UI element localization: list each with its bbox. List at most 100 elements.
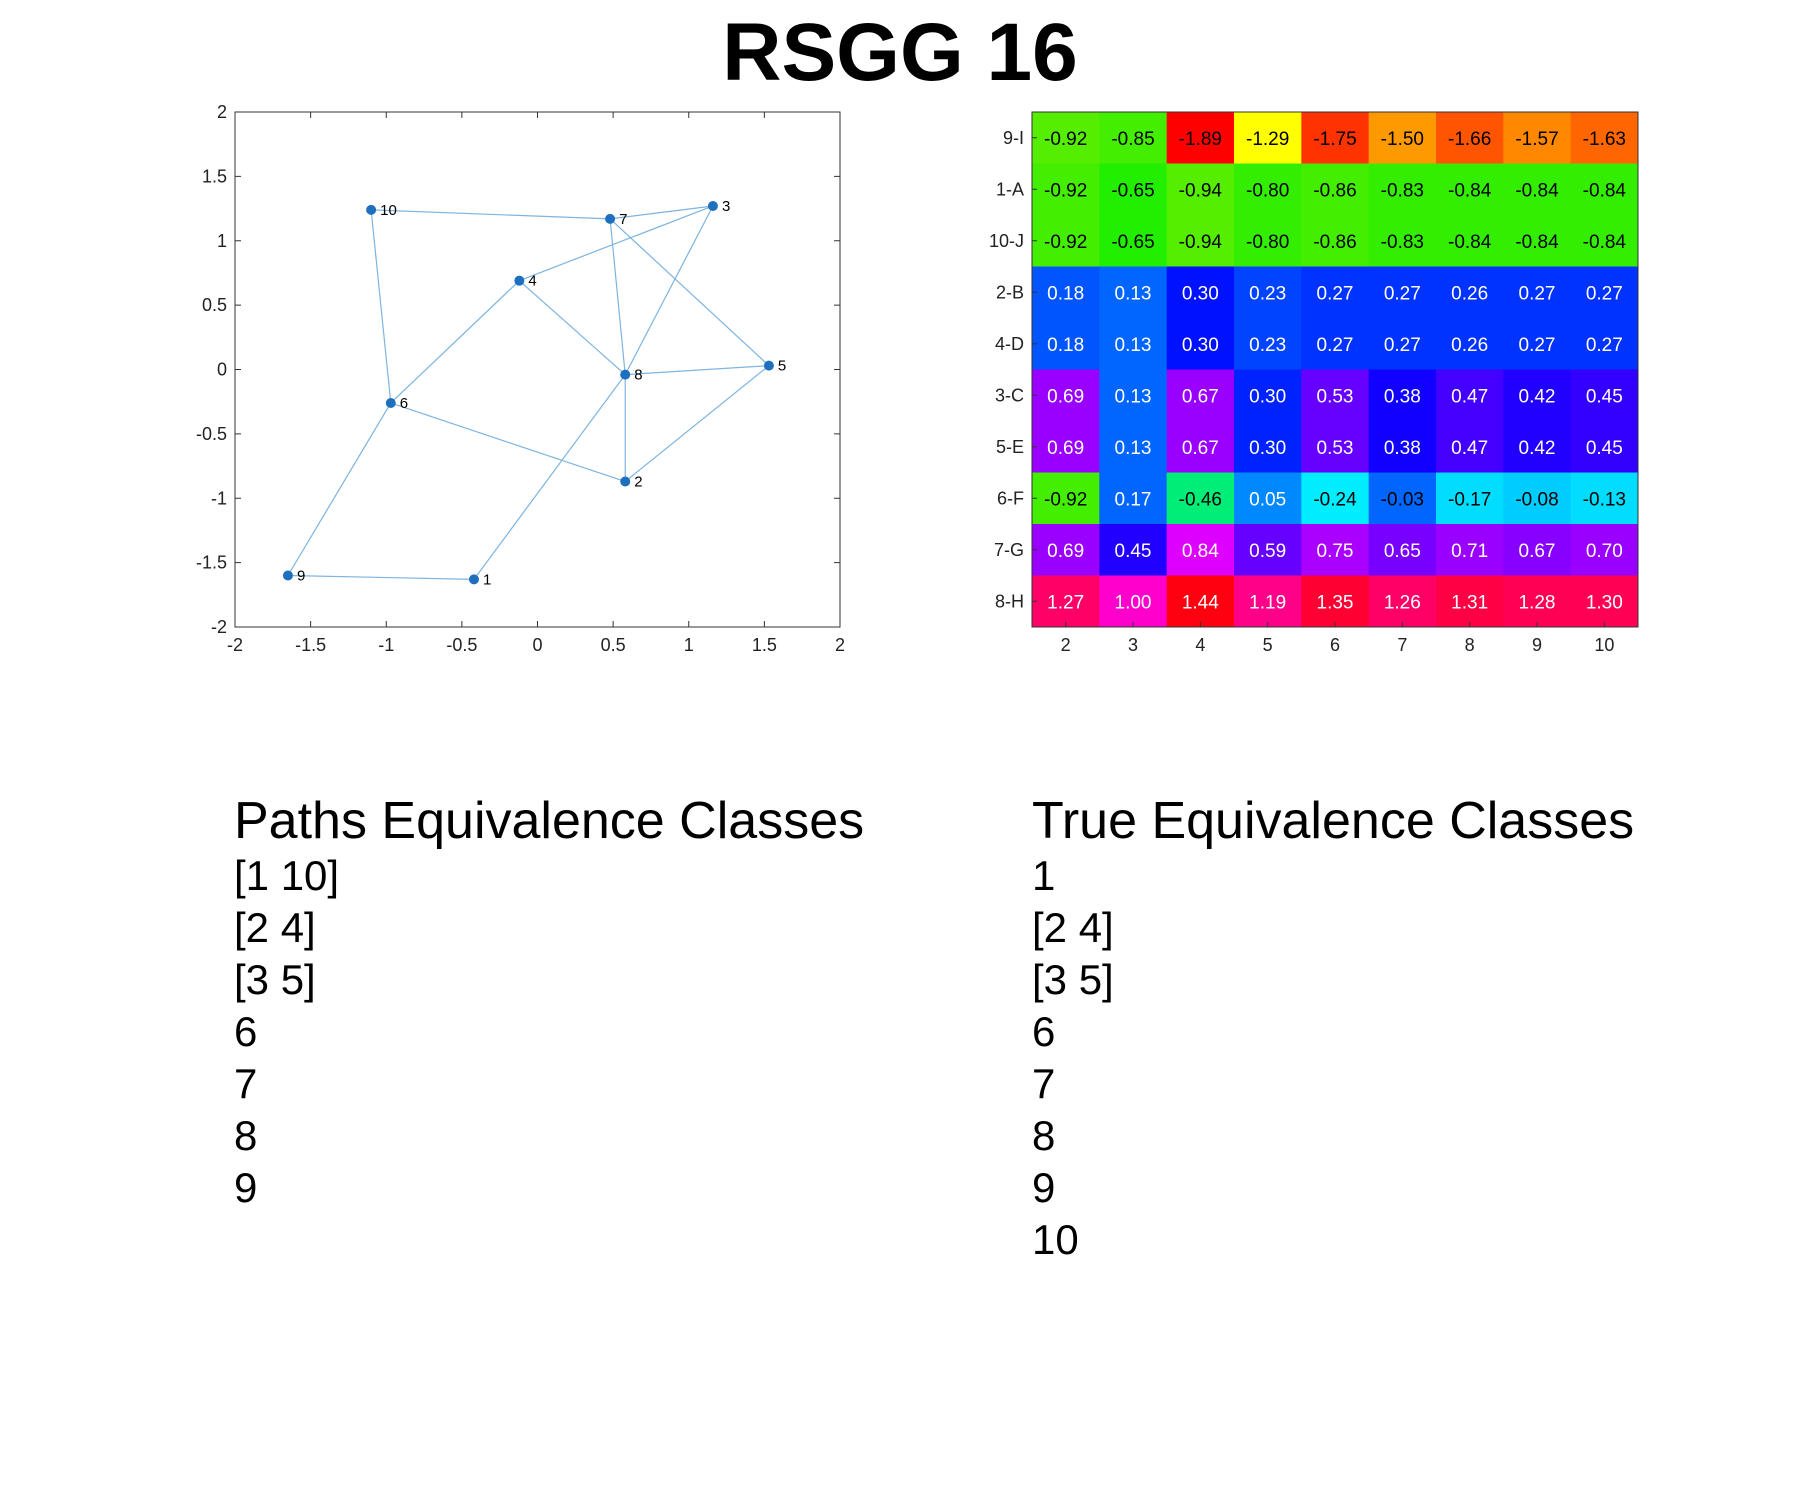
true-class-item: 8	[1032, 1112, 1056, 1159]
heatmap-cell	[1234, 369, 1302, 422]
heatmap-cell-label: 0.47	[1451, 438, 1488, 459]
heatmap-cell	[1570, 266, 1639, 319]
heatmap-cell	[1166, 112, 1235, 164]
heatmap-cell	[1166, 472, 1235, 525]
heatmap-cell-label: 0.42	[1519, 386, 1556, 407]
graph-node	[620, 369, 631, 380]
heatmap-cell-label: 0.27	[1317, 335, 1354, 356]
x-tick-label: -0.5	[446, 635, 477, 655]
heatmap-cell	[1436, 215, 1504, 267]
page-title: RSGG 16	[722, 7, 1078, 98]
node-label: 6	[400, 395, 408, 412]
paths-classes-block: Paths Equivalence Classes [1 10] [2 4] […	[234, 792, 864, 1214]
heatmap-cell-label: -1.57	[1515, 129, 1558, 150]
node-label: 7	[619, 211, 627, 228]
heatmap-cell	[1570, 163, 1639, 216]
heatmap-cell	[1032, 112, 1100, 164]
node-label: 4	[528, 273, 536, 290]
x-tick-label: 0.5	[601, 635, 626, 655]
heatmap-cell-label: -0.83	[1381, 232, 1424, 253]
heatmap-cell-label: -0.65	[1111, 180, 1154, 201]
graph-edge	[473, 374, 626, 580]
heatmap-cell	[1234, 266, 1302, 319]
heatmap-cell	[1166, 369, 1235, 422]
heatmap-cell	[1503, 266, 1572, 319]
node-label: 5	[778, 358, 786, 375]
heatmap-cell-label: -0.83	[1381, 180, 1424, 201]
heatmap-cell	[1368, 421, 1437, 473]
heatmap-cell	[1368, 369, 1437, 422]
heatmap-cell	[1368, 163, 1437, 216]
node-label: 2	[634, 474, 642, 491]
graph-edge	[624, 205, 714, 375]
heatmap-cell	[1166, 575, 1235, 628]
heatmap-cell-label: 0.53	[1317, 386, 1354, 407]
heatmap-cell-label: 0.18	[1047, 283, 1084, 304]
heatmap-cell-label: 0.23	[1249, 335, 1286, 356]
heatmap-cell	[1234, 472, 1302, 525]
heatmap-cell-label: 0.30	[1249, 386, 1286, 407]
heatmap-cell-label: 0.45	[1586, 438, 1623, 459]
heatmap-cell	[1436, 266, 1504, 319]
heatmap-cell-label: -0.84	[1448, 180, 1492, 201]
heatmap-cell	[1503, 215, 1572, 267]
heatmap-cell-label: 0.27	[1384, 283, 1421, 304]
heatmap-cell-label: 1.44	[1182, 592, 1219, 613]
true-class-item: 1	[1032, 852, 1056, 899]
heatmap-row-label: 3-C	[995, 385, 1024, 405]
graph-edge	[518, 280, 626, 376]
heatmap-cell-label: 0.27	[1586, 283, 1623, 304]
heatmap-cell	[1032, 318, 1100, 370]
heatmap-cell-label: 0.47	[1451, 386, 1488, 407]
heatmap-cell	[1301, 318, 1370, 370]
graph-edge	[390, 402, 626, 483]
heatmap-cell	[1436, 112, 1504, 164]
heatmap-cell-label: 1.27	[1047, 592, 1084, 613]
heatmap-cell-label: -1.29	[1246, 129, 1289, 150]
heatmap-cell-label: 0.30	[1182, 335, 1219, 356]
node-label: 9	[297, 568, 305, 585]
graph-edge	[625, 365, 769, 376]
heatmap-cell-label: 0.70	[1586, 541, 1623, 562]
heatmap-cell	[1368, 524, 1437, 576]
heatmap-cell-label: 0.27	[1519, 283, 1556, 304]
heatmap-cell-label: 0.30	[1249, 438, 1286, 459]
paths-class-item: 9	[234, 1164, 258, 1211]
heatmap-cell-label: -0.86	[1313, 232, 1356, 253]
heatmap-cell-label: 1.00	[1115, 592, 1152, 613]
heatmap-col-label: 10	[1594, 635, 1614, 655]
heatmap-cell-label: 0.67	[1182, 438, 1219, 459]
heatmap-cell	[1099, 318, 1168, 370]
heatmap-cell	[1368, 575, 1437, 628]
graph-node	[468, 574, 479, 585]
graph-node	[707, 200, 718, 211]
paths-class-item: 7	[234, 1060, 258, 1107]
heatmap-cell	[1032, 215, 1100, 267]
heatmap-cell-label: -0.84	[1448, 232, 1492, 253]
heatmap-cell	[1301, 421, 1370, 473]
heatmap-cell-label: 0.67	[1519, 541, 1556, 562]
heatmap-row-label: 1-A	[996, 179, 1024, 199]
heatmap-cell-label: -0.84	[1583, 232, 1627, 253]
heatmap-cell	[1570, 369, 1639, 422]
heatmap-cell	[1436, 369, 1504, 422]
heatmap-cell	[1166, 163, 1235, 216]
heatmap-cell-label: -1.50	[1381, 129, 1424, 150]
heatmap-cell-label: 0.75	[1317, 541, 1354, 562]
heatmap-cell	[1099, 369, 1168, 422]
heatmap-cell-label: -1.66	[1448, 129, 1491, 150]
graph-edge	[287, 402, 392, 576]
true-class-item: 9	[1032, 1164, 1056, 1211]
graph-edge	[371, 209, 611, 220]
heatmap-cell	[1099, 575, 1168, 628]
heatmap-cell-label: 0.27	[1317, 283, 1354, 304]
x-tick-label: 1.5	[752, 635, 777, 655]
heatmap-row-label: 9-I	[1003, 128, 1024, 148]
graph-edge	[519, 205, 714, 282]
heatmap-cell	[1234, 318, 1302, 370]
heatmap-cell	[1436, 421, 1504, 473]
heatmap-row-label: 10-J	[989, 231, 1024, 251]
heatmap-cell-label: 1.19	[1249, 592, 1286, 613]
heatmap-cell-label: 0.42	[1519, 438, 1556, 459]
true-class-item: [3 5]	[1032, 956, 1114, 1003]
